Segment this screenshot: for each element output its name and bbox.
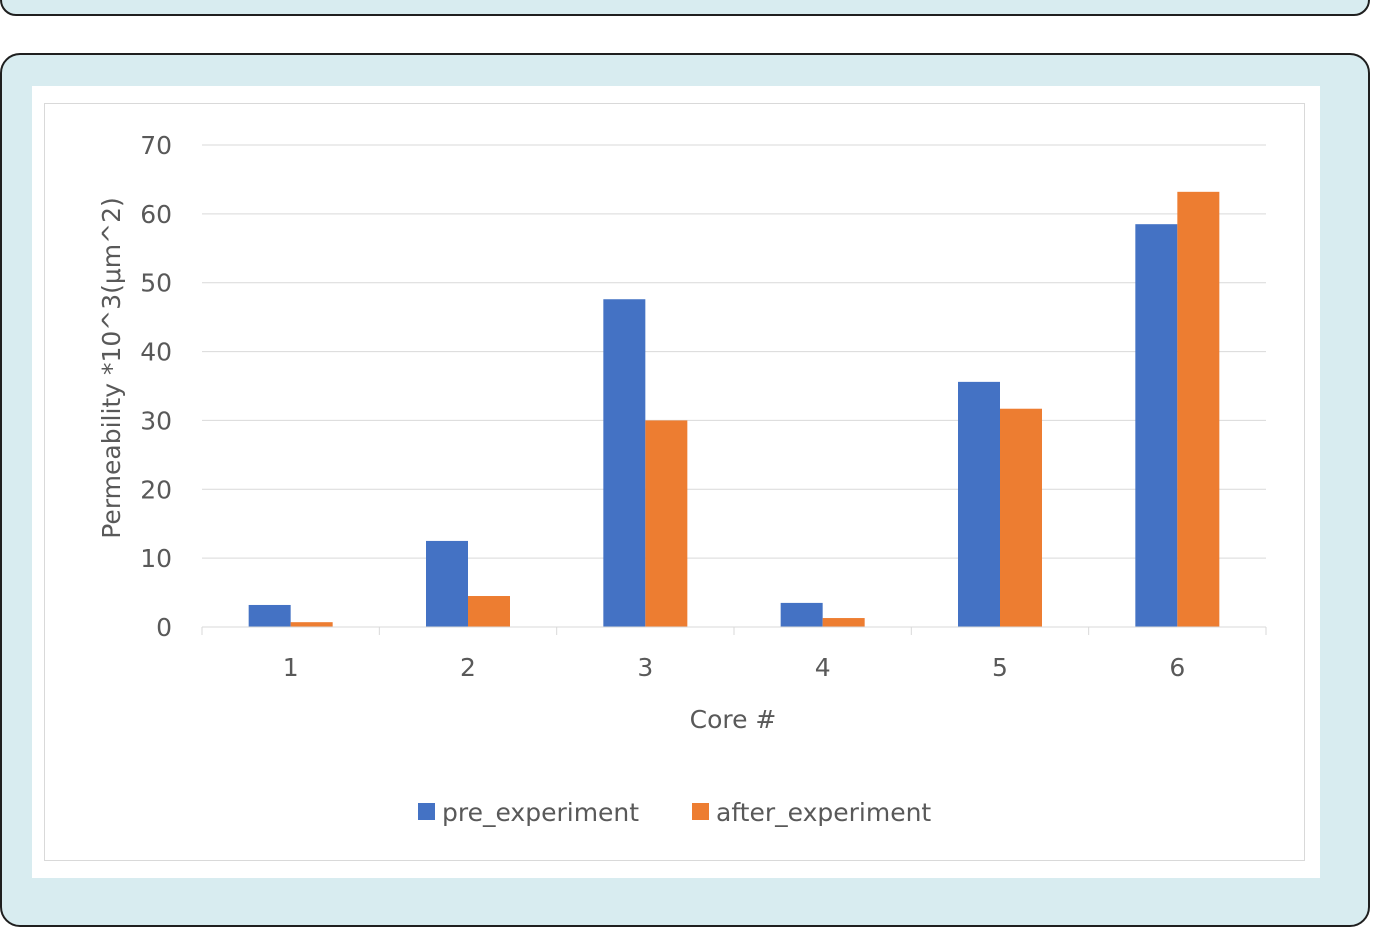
bar-after_experiment-4: [822, 618, 865, 627]
y-tick-label: 30: [140, 406, 172, 435]
y-tick-labels: 0 10 20 30 40 50 60 70: [140, 131, 172, 642]
y-tick-label: 70: [140, 131, 172, 160]
y-tick-label: 10: [140, 544, 172, 573]
bar-pre_experiment-2: [426, 540, 468, 627]
x-tick-label: 6: [1169, 653, 1185, 682]
y-tick-label: 20: [140, 475, 172, 504]
x-tick-label: 3: [637, 653, 653, 682]
y-tick-label: 60: [140, 200, 172, 229]
bar-after_experiment-5: [1000, 408, 1042, 627]
legend-swatch-pre_experiment: [418, 803, 435, 820]
x-tick-labels: 1 2 3 4 5 6: [283, 653, 1186, 682]
y-tick-label: 0: [156, 613, 172, 642]
bar-pre_experiment-5: [958, 381, 1000, 627]
legend-label-pre_experiment: pre_experiment: [442, 798, 639, 827]
x-tick-label: 4: [815, 653, 831, 682]
legend-label-after_experiment: after_experiment: [716, 798, 931, 827]
y-tick-label: 40: [140, 338, 172, 367]
y-tick-label: 50: [140, 269, 172, 298]
y-axis-title: Permeability *10^3(μm^2): [97, 197, 126, 539]
gridlines: [202, 144, 1266, 559]
x-axis: [201, 626, 1267, 635]
chart-border: [44, 103, 1305, 861]
bars: [248, 191, 1220, 627]
bar-after_experiment-1: [290, 622, 333, 627]
bar-pre_experiment-4: [780, 602, 823, 627]
legend-swatch-after_experiment: [692, 803, 709, 820]
bar-after_experiment-6: [1177, 191, 1220, 627]
legend: pre_experiment after_experiment: [418, 798, 931, 827]
x-tick-label: 5: [992, 653, 1008, 682]
bar-chart: 0 10 20 30 40 50 60 70 1 2 3 4 5 6 Core # Permeabili…: [97, 131, 1267, 827]
x-tick-label: 2: [460, 653, 476, 682]
bar-pre_experiment-1: [248, 604, 291, 627]
x-axis-title: Core #: [690, 705, 777, 734]
x-tick-label: 1: [283, 653, 299, 682]
bar-pre_experiment-3: [603, 299, 646, 627]
bar-pre_experiment-6: [1135, 224, 1178, 627]
bar-after_experiment-3: [645, 420, 688, 627]
bar-after_experiment-2: [468, 596, 510, 627]
